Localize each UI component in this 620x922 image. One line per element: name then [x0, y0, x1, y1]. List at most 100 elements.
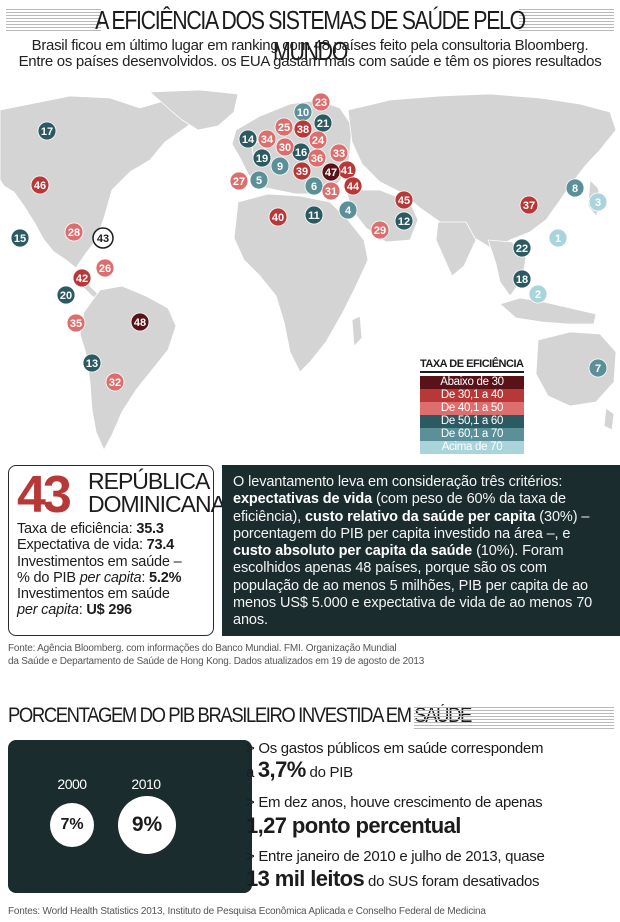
- stat-abs: per capita: U$ 296: [17, 602, 212, 618]
- country-marker-circle: [249, 170, 269, 190]
- country-marker-45: 45: [394, 190, 414, 210]
- country-marker-label: 12: [398, 216, 410, 228]
- landmass-india: [435, 221, 477, 277]
- title-row: A EFICIÊNCIA DOS SISTEMAS DE SAÚDE PELO …: [0, 4, 620, 66]
- country-marker-34: 34: [257, 129, 277, 149]
- country-marker-label: 14: [242, 134, 255, 146]
- country-marker-label: 20: [60, 290, 72, 302]
- country-marker-3: 3: [588, 192, 608, 212]
- fact-3-suffix: do SUS foram desativados: [364, 873, 540, 890]
- country-marker-label: 31: [325, 186, 337, 198]
- country-marker-label: 6: [311, 181, 317, 193]
- stat-gdp: % do PIB per capita: 5.2%: [17, 570, 212, 586]
- country-marker-7: 7: [588, 358, 608, 378]
- legend-item: De 30,1 a 40: [420, 389, 524, 402]
- page-title: A EFICIÊNCIA DOS SISTEMAS DE SAÚDE PELO …: [95, 5, 526, 66]
- country-marker-15: 15: [10, 228, 30, 248]
- country-marker-circle: [394, 190, 414, 210]
- country-marker-circle: [257, 129, 277, 149]
- country-marker-48: 48: [130, 312, 150, 332]
- country-marker-20: 20: [56, 285, 76, 305]
- country-marker-label: 38: [297, 124, 309, 136]
- legend-item: De 60,1 a 70: [420, 428, 524, 441]
- country-marker-label: 18: [516, 274, 528, 286]
- country-marker-circle: [229, 171, 249, 191]
- country-marker-circle: [321, 162, 341, 182]
- country-marker-39: 39: [292, 161, 312, 181]
- stat-gdp-value: 5.2%: [149, 569, 182, 586]
- country-marker-label: 23: [315, 97, 327, 109]
- country-marker-label: 36: [311, 153, 323, 165]
- country-marker-19: 19: [252, 148, 272, 168]
- stat-abs-value: U$ 296: [86, 602, 132, 619]
- country-marker-circle: [394, 211, 414, 231]
- fact-3-line-2: 13 mil leitos do SUS foram desativados: [246, 866, 540, 892]
- country-marker-label: 9: [277, 161, 283, 173]
- country-marker-label: 24: [312, 135, 325, 147]
- country-marker-11: 11: [304, 205, 324, 225]
- country-marker-circle: [293, 119, 313, 139]
- landmass-madagascar: [351, 315, 363, 347]
- stat-life: Expectativa de vida: 73.4: [17, 537, 212, 553]
- country-marker-label: 29: [374, 225, 386, 237]
- country-marker-circle: [565, 178, 585, 198]
- stat-gdp-label-b: per capita: [79, 569, 142, 586]
- country-marker-label: 47: [325, 167, 337, 179]
- country-marker-label: 25: [278, 122, 290, 134]
- landmass-africa: [233, 193, 369, 373]
- country-marker-43: 43: [92, 227, 114, 249]
- country-marker-label: 44: [347, 181, 360, 193]
- fact-3-line-1: > Entre janeiro de 2010 e julho de 2013,…: [246, 848, 545, 865]
- landmass-new-zealand: [603, 407, 615, 431]
- country-marker-circle: [252, 148, 272, 168]
- criteria-text-4: (10%). Foram escolhidos apenas 48 países…: [233, 543, 593, 629]
- country-marker-13: 13: [82, 353, 102, 373]
- country-marker-30: 30: [275, 137, 295, 157]
- country-marker-16: 16: [291, 142, 311, 162]
- stat-efficiency: Taxa de eficiência: 35.3: [17, 521, 212, 537]
- country-marker-label: 48: [134, 317, 146, 329]
- country-marker-circle: [72, 268, 92, 288]
- country-name-line-2: DOMINICANA: [88, 491, 226, 517]
- country-marker-label: 39: [296, 166, 308, 178]
- country-marker-32: 32: [105, 372, 125, 392]
- country-marker-label: 33: [333, 148, 345, 160]
- stat-efficiency-label: Taxa de eficiência:: [17, 521, 137, 537]
- country-marker-circle: [329, 143, 349, 163]
- country-marker-46: 46: [30, 175, 50, 195]
- country-marker-label: 7: [595, 363, 601, 375]
- stat-life-value: 73.4: [146, 537, 175, 554]
- legend-item: De 40,1 a 50: [420, 402, 524, 415]
- country-marker-label: 34: [261, 134, 274, 146]
- country-marker-label: 28: [68, 227, 80, 239]
- country-marker-17: 17: [37, 121, 57, 141]
- country-marker-label: 45: [398, 195, 410, 207]
- pib-2000-circle: 7%: [50, 803, 94, 847]
- country-marker-circle: [130, 312, 150, 332]
- country-marker-label: 30: [279, 142, 291, 154]
- country-marker-circle: [275, 137, 295, 157]
- country-marker-circle: [313, 113, 333, 133]
- country-marker-label: 43: [97, 233, 109, 245]
- country-marker-24: 24: [308, 130, 328, 150]
- country-marker-21: 21: [313, 113, 333, 133]
- country-marker-circle: [588, 358, 608, 378]
- country-marker-label: 2: [535, 289, 541, 301]
- country-marker-circle: [304, 205, 324, 225]
- fact-1-line-1: > Os gastos públicos em saúde correspond…: [246, 740, 544, 757]
- country-marker-5: 5: [249, 170, 269, 190]
- year-2000-label: 2000: [57, 776, 87, 792]
- country-marker-circle: [370, 220, 390, 240]
- country-marker-circle: [105, 372, 125, 392]
- stat-gdp-label-c: :: [141, 569, 150, 586]
- legend-title: TAXA DE EFICIÊNCIA: [420, 358, 524, 373]
- country-marker-label: 41: [341, 165, 353, 177]
- stat-abs-label-a: per capita: [17, 602, 79, 619]
- country-marker-label: 8: [572, 183, 578, 195]
- country-marker-2: 2: [528, 284, 548, 304]
- legend-item: Acima de 70: [420, 441, 524, 454]
- country-marker-label: 15: [14, 233, 26, 245]
- country-marker-label: 13: [86, 358, 98, 370]
